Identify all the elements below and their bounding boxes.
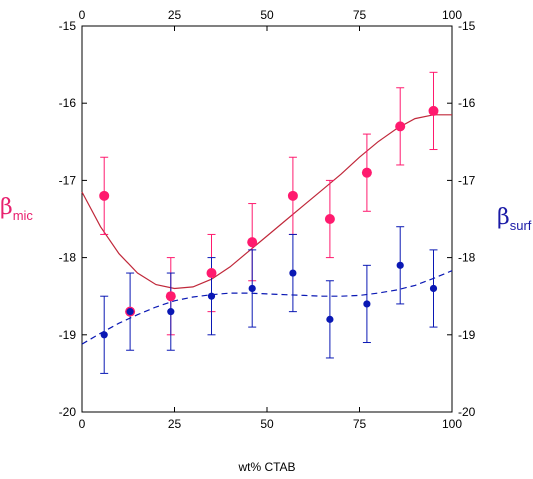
data-point-mic [395,121,406,132]
data-points [99,105,439,339]
svg-text:βmic: βmic [0,195,33,223]
data-point-surf [100,331,108,339]
x-axis-label: wt% CTAB [237,460,295,474]
data-point-mic [287,190,298,201]
data-point-mic [206,268,217,279]
data-point-surf [248,284,256,293]
data-point-surf [126,308,134,316]
x-tick-label-top: 100 [442,8,462,22]
y-tick-label-right: -16 [458,96,476,110]
data-point-mic [324,214,335,224]
error-bars [100,71,438,374]
left-label-subscript: mic [13,208,34,223]
y-tick-label-left: -20 [59,405,77,419]
y-tick-label-left: -15 [59,19,77,33]
x-tick-label-top: 25 [168,8,182,22]
y-tick-label-left: -16 [59,96,77,110]
data-point-surf [363,300,371,308]
y-tick-label-left: -18 [59,251,77,265]
x-tick-label-bottom: 0 [79,417,86,431]
y-tick-label-right: -20 [458,405,476,419]
x-tick-label-bottom: 75 [353,417,367,431]
x-tick-label-bottom: 50 [260,417,274,431]
x-tick-label-top: 0 [79,8,86,22]
x-tick-label-top: 50 [260,8,274,22]
data-point-mic [165,291,176,302]
x-tick-label-top: 75 [353,8,367,22]
fit-curves [81,114,453,345]
left-axis-label: βmic [0,195,33,223]
svg-text:βsurf: βsurf [497,205,532,233]
y-tick-label-left: -19 [59,328,77,342]
y-tick-label-right: -17 [458,173,476,187]
x-tick-label-bottom: 25 [168,417,182,431]
y-tick-label-left: -17 [59,173,77,187]
data-point-mic [99,190,110,201]
data-point-surf [167,308,175,316]
plot-frame [81,25,453,413]
data-point-surf [289,269,297,277]
data-point-mic [428,105,439,116]
data-point-surf [429,284,438,293]
data-point-mic [247,237,258,248]
data-point-surf [396,261,404,269]
y-tick-label-right: -19 [458,328,476,342]
left-label-symbol: β [0,195,13,220]
right-label-symbol: β [497,205,510,230]
data-point-mic [361,167,372,178]
y-tick-label-right: -15 [458,19,476,33]
right-axis-label: βsurf [497,205,532,233]
y-tick-label-right: -18 [458,251,476,265]
data-point-surf [326,315,334,323]
data-point-surf [207,292,216,300]
fit-curve-surf [81,270,453,345]
fit-curve-mic [81,114,452,290]
x-tick-label-bottom: 100 [442,417,462,431]
right-label-subscript: surf [510,218,532,233]
